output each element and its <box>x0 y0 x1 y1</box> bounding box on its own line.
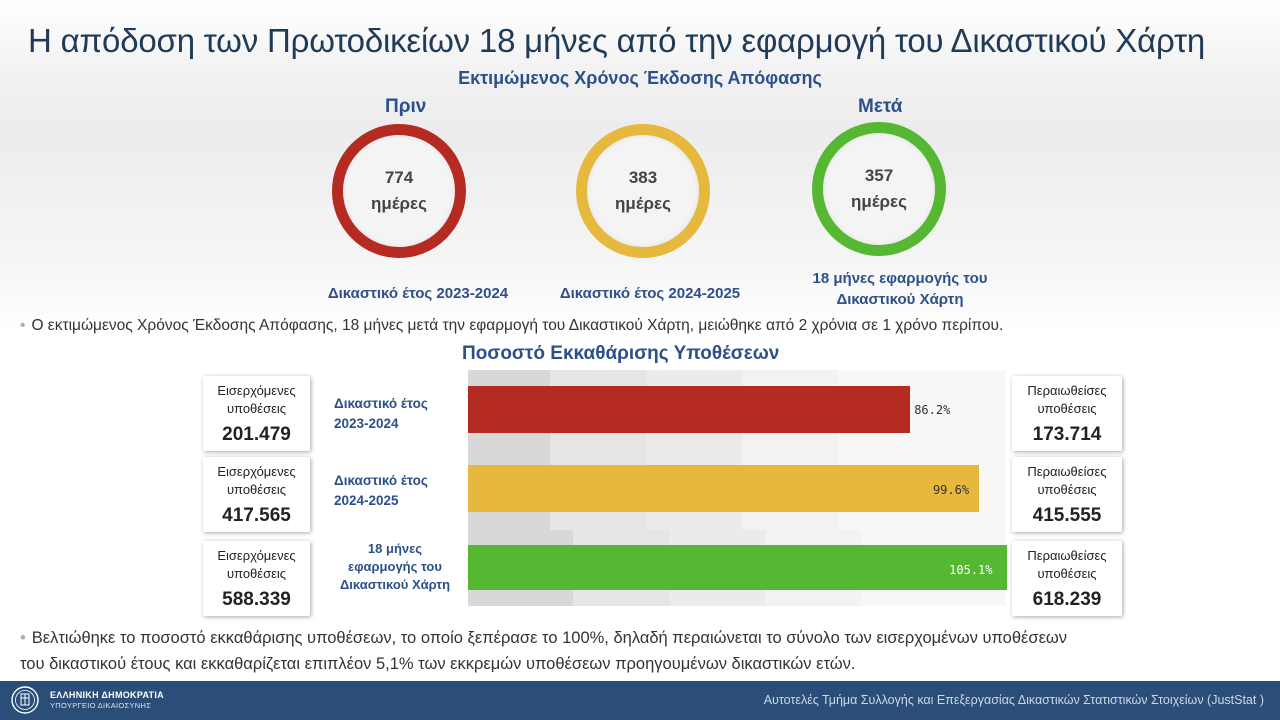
before-label: Πριν <box>385 96 427 117</box>
decision-time-subtitle: Εκτιμώμενος Χρόνος Έκδοσης Απόφασης <box>458 68 822 88</box>
resolved-label: Περαιωθείσες υποθέσεις <box>1027 464 1107 497</box>
resolved-label: Περαιωθείσες υποθέσεις <box>1027 548 1107 581</box>
circle-caption-18-months: 18 μήνες εφαρμογής του Δικαστικού Χάρτη <box>812 270 988 308</box>
circle-unit: ημέρες <box>851 192 907 211</box>
footer-bar <box>0 681 1280 720</box>
clearance-bar <box>468 545 1008 590</box>
incoming-label: Εισερχόμενες υποθέσεις <box>217 548 296 581</box>
circle-value: 774 <box>384 168 414 187</box>
page-title: Η απόδοση των Πρωτοδικείων 18 μήνες από … <box>28 22 1206 59</box>
clearance-bar <box>468 465 979 512</box>
clearance-rate-title: Ποσοστό Εκκαθάρισης Υποθέσεων <box>462 343 780 364</box>
footer-org-line-1: ΕΛΛΗΝΙΚΗ ΔΗΜΟΚΡΑΤΙΑ <box>50 690 164 700</box>
incoming-value: 417.565 <box>222 505 291 526</box>
bullet-clearance: • Βελτιώθηκε το ποσοστό εκκαθάρισης υποθέ… <box>20 625 1067 677</box>
circle-value: 357 <box>864 166 894 185</box>
bullet-clearance-text-1: Βελτιώθηκε το ποσοστό εκκαθάρισης υποθέσ… <box>31 629 1068 647</box>
resolved-value: 415.555 <box>1032 505 1102 526</box>
bullet-decision-time: • Ο εκτιμώμενος Χρόνος Έκδοσης Απόφασης, … <box>20 317 1003 335</box>
footer-source: Αυτοτελές Τμήμα Συλλογής και Επεξεργασία… <box>763 693 1264 707</box>
incoming-label: Εισερχόμενες υποθέσεις <box>217 464 296 497</box>
clearance-bar <box>468 386 911 433</box>
bullet-clearance-line-2: του δικαστικού έτους και εκκαθαρίζεται ε… <box>20 655 856 673</box>
row-label: Δικαστικό έτος 2024-2025 <box>334 473 428 508</box>
bar-value-label: 99.6% <box>932 483 970 497</box>
footer-org-line-2: ΥΠΟΥΡΓΕΙΟ ΔΙΚΑΙΟΣΥΝΗΣ <box>50 701 152 710</box>
incoming-card: Εισερχόμενες υποθέσεις 417.565 <box>203 457 310 532</box>
circle-2023-2024: 774 ημέρες <box>332 124 466 258</box>
circle-18-months: 357 ημέρες <box>812 122 946 256</box>
resolved-label: Περαιωθείσες υποθέσεις <box>1027 383 1107 416</box>
bar-value-label: 86.2% <box>914 403 951 417</box>
resolved-card: Περαιωθείσες υποθέσεις 415.555 <box>1012 457 1122 532</box>
after-label: Μετά <box>858 96 903 117</box>
circle-value: 383 <box>628 168 658 187</box>
greek-emblem-icon <box>11 686 39 714</box>
incoming-card: Εισερχόμενες υποθέσεις 201.479 <box>203 376 310 451</box>
resolved-value: 173.714 <box>1032 424 1102 445</box>
bar-value-label: 105.1% <box>949 563 993 577</box>
resolved-card: Περαιωθείσες υποθέσεις 173.714 <box>1012 376 1122 451</box>
row-label: 18 μήνες εφαρμογής του Δικαστικού Χάρτη <box>339 541 451 592</box>
row-label: Δικαστικό έτος 2023-2024 <box>334 396 428 431</box>
incoming-value: 588.339 <box>222 589 291 610</box>
bullet-dot: • <box>20 317 26 334</box>
circle-caption-2024-2025: Δικαστικό έτος 2024-2025 <box>559 285 741 302</box>
incoming-label: Εισερχόμενες υποθέσεις <box>217 383 296 416</box>
resolved-value: 618.239 <box>1032 589 1102 610</box>
resolved-card: Περαιωθείσες υποθέσεις 618.239 <box>1012 541 1122 616</box>
bullet-decision-time-text: Ο εκτιμώμενος Χρόνος Έκδοσης Απόφασης, 1… <box>31 317 1004 334</box>
bullet-dot: • <box>20 629 26 647</box>
incoming-card: Εισερχόμενες υποθέσεις 588.339 <box>203 541 310 616</box>
circle-2024-2025: 383 ημέρες <box>576 124 710 258</box>
bullet-clearance-line-1: • Βελτιώθηκε το ποσοστό εκκαθάρισης υποθέ… <box>20 625 1067 651</box>
circle-caption-2023-2024: Δικαστικό έτος 2023-2024 <box>327 285 509 302</box>
circle-unit: ημέρες <box>615 194 671 213</box>
circle-unit: ημέρες <box>371 194 427 213</box>
incoming-value: 201.479 <box>222 424 291 445</box>
